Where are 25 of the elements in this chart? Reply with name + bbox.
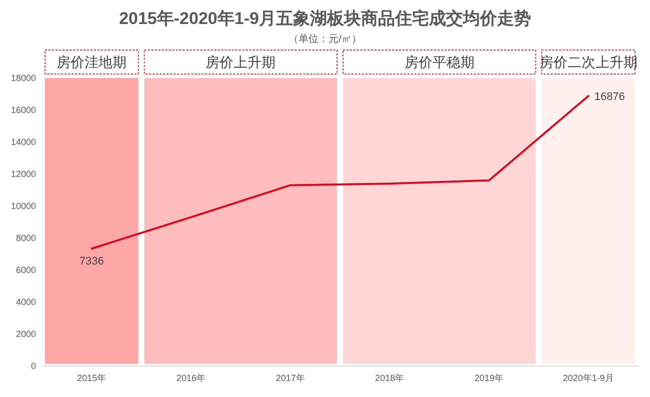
x-tick-label: 2019年 xyxy=(474,373,504,383)
x-tick-label: 2017年 xyxy=(276,373,305,383)
x-tick-label: 2020年1-9月 xyxy=(562,373,614,383)
data-label: 7336 xyxy=(79,256,104,268)
chart-title: 2015年-2020年1-9月五象湖板块商品住宅成交均价走势 xyxy=(119,9,531,28)
x-tick-label: 2015年 xyxy=(77,373,106,383)
y-tick-label: 6000 xyxy=(16,265,36,275)
y-tick-label: 12000 xyxy=(10,169,36,179)
band-label: 房价二次上升期 xyxy=(539,54,638,70)
y-tick-label: 8000 xyxy=(16,233,36,243)
y-tick-label: 2000 xyxy=(16,329,36,339)
x-tick-label: 2016年 xyxy=(176,373,206,383)
band-label: 房价上升期 xyxy=(206,54,276,70)
data-label: 16876 xyxy=(594,90,625,103)
y-tick-label: 0 xyxy=(30,361,36,371)
x-tick-label: 2018年 xyxy=(375,373,404,383)
line-series xyxy=(90,94,590,250)
y-tick-label: 14000 xyxy=(10,137,36,147)
y-tick-label: 4000 xyxy=(16,297,36,307)
y-tick-label: 10000 xyxy=(10,201,36,211)
chart-subtitle: （单位：元/㎡） xyxy=(288,33,362,45)
y-tick-label: 16000 xyxy=(10,105,36,115)
band-label: 房价洼地期 xyxy=(56,54,127,70)
band-label: 房价平稳期 xyxy=(404,54,474,70)
y-tick-label: 18000 xyxy=(10,73,36,83)
